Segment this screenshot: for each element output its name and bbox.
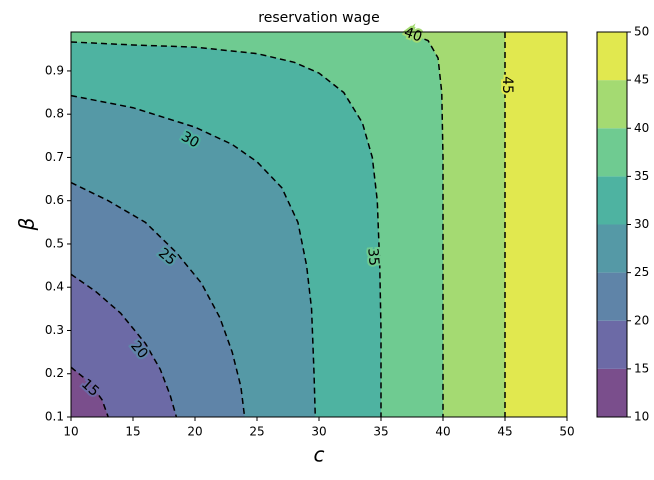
chart-title: reservation wage xyxy=(258,10,379,26)
colorbar-band xyxy=(597,272,627,321)
colorbar-band xyxy=(597,224,627,273)
colorbar-band xyxy=(597,320,627,369)
y-tick-label: 0.1 xyxy=(45,410,64,424)
x-tick-label: 15 xyxy=(125,425,140,439)
y-tick-label: 0.6 xyxy=(45,193,64,207)
contour-line xyxy=(405,31,444,417)
colorbar-band xyxy=(597,176,627,225)
colorbar-tick-label: 20 xyxy=(634,313,649,327)
y-tick-label: 0.7 xyxy=(45,150,64,164)
colorbar-tick-label: 50 xyxy=(634,25,649,39)
x-axis-label: c xyxy=(314,443,325,467)
y-axis-label: β xyxy=(15,217,39,231)
colorbar-tick-label: 45 xyxy=(634,73,649,87)
x-tick-label: 10 xyxy=(63,425,78,439)
contour-line xyxy=(70,41,382,417)
colorbar-band xyxy=(597,368,627,417)
x-tick-label: 30 xyxy=(311,425,326,439)
contour-line xyxy=(70,94,317,418)
colorbar-tick-label: 25 xyxy=(634,265,649,279)
contour-line xyxy=(70,181,246,418)
colorbar-band xyxy=(597,80,627,129)
y-tick-label: 0.3 xyxy=(45,323,64,337)
x-tick-label: 35 xyxy=(373,425,388,439)
y-tick-label: 0.9 xyxy=(45,63,64,77)
contour-label: 45 xyxy=(499,76,515,94)
x-tick-label: 25 xyxy=(249,425,264,439)
contour-label: 35 xyxy=(364,247,381,266)
y-tick-label: 0.4 xyxy=(45,280,64,294)
y-tick-label: 0.2 xyxy=(45,366,64,380)
colorbar-tick-label: 40 xyxy=(634,121,649,135)
x-tick-label: 40 xyxy=(435,425,450,439)
contour-line xyxy=(70,366,109,418)
y-tick-label: 0.5 xyxy=(45,236,64,250)
x-tick-label: 45 xyxy=(497,425,512,439)
x-tick-label: 20 xyxy=(187,425,202,439)
contour-line xyxy=(70,273,178,418)
colorbar-tick-label: 10 xyxy=(634,410,649,424)
colorbar-tick-label: 15 xyxy=(634,361,649,375)
colorbar-tick-label: 30 xyxy=(634,217,649,231)
colorbar-band xyxy=(597,32,627,81)
y-tick-label: 0.8 xyxy=(45,107,64,121)
x-tick-label: 50 xyxy=(559,425,574,439)
colorbar-tick-label: 35 xyxy=(634,169,649,183)
colorbar-band xyxy=(597,128,627,177)
filled-region xyxy=(505,32,567,417)
